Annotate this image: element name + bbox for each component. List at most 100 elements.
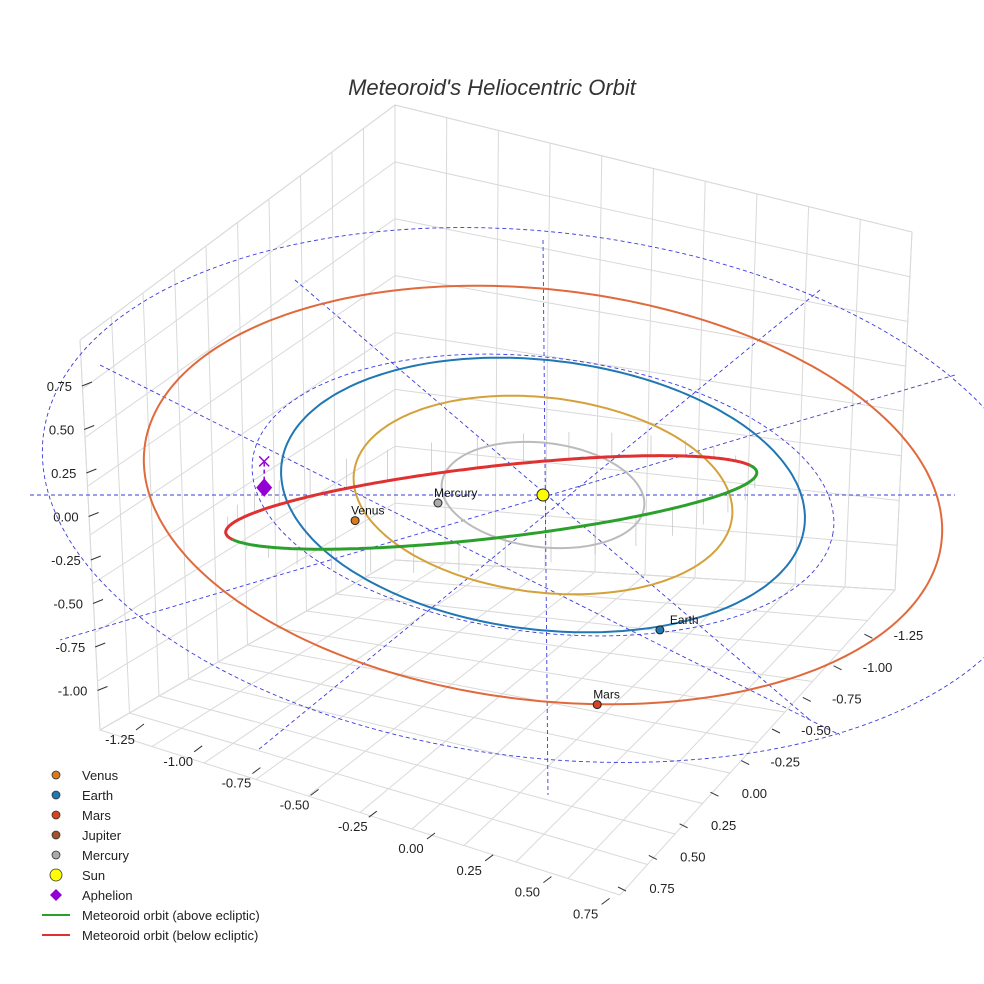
grid-line — [394, 218, 908, 322]
grid-line — [394, 332, 904, 412]
axis-grid — [79, 104, 913, 896]
meteoroid-orbit — [224, 454, 759, 551]
y-tick-mark — [802, 696, 812, 702]
aphelion-projection-marker — [258, 455, 270, 467]
x-tick-mark — [543, 876, 552, 883]
x-tick-label: -0.75 — [222, 776, 252, 791]
legend-label: Meteoroid orbit (below ecliptic) — [82, 928, 258, 943]
x-tick-label: -1.00 — [163, 754, 193, 769]
grid-line — [94, 445, 396, 633]
y-tick-label: 0.25 — [711, 818, 736, 833]
z-tick-mark — [97, 686, 108, 691]
x-tick-label: 0.50 — [515, 885, 540, 900]
y-tick-mark — [864, 633, 873, 639]
legend-item: Jupiter — [51, 828, 122, 843]
planet-label-mars: Mars — [593, 688, 620, 702]
z-tick-label: 0.25 — [51, 466, 76, 481]
legend-item: Meteoroid orbit (below ecliptic) — [42, 928, 258, 943]
meteoroid-orbit-below — [224, 454, 751, 541]
legend-label: Earth — [82, 788, 113, 803]
x-tick-mark — [135, 723, 145, 731]
x-tick-label: 0.75 — [573, 906, 598, 921]
x-tick-mark — [426, 832, 436, 840]
x-tick-label: 0.00 — [398, 841, 423, 856]
legend-diamond-swatch — [50, 889, 62, 901]
y-tick-mark — [679, 823, 688, 829]
grid-line — [394, 104, 913, 233]
z-tick-label: 0.50 — [49, 423, 74, 438]
orbit-mars — [142, 284, 944, 706]
z-tick-mark — [84, 425, 95, 430]
planet-markers: Venus Earth Mars Mercury — [350, 486, 699, 710]
reference-ellipse-inner — [251, 353, 835, 637]
grid-line — [567, 586, 846, 879]
x-tick-mark — [368, 810, 378, 818]
y-tick-label: -1.25 — [894, 628, 924, 643]
grid-line — [411, 577, 696, 830]
x-tick-mark — [484, 854, 494, 862]
z-tick-mark — [90, 555, 101, 561]
grid-line — [79, 104, 396, 341]
y-tick-label: 0.00 — [742, 786, 767, 801]
legend-circle-swatch — [51, 830, 61, 840]
legend-label: Sun — [82, 868, 105, 883]
z-tick-label: -0.75 — [56, 640, 86, 655]
grid-line — [515, 583, 796, 863]
planet-marker-sun — [536, 488, 550, 502]
grid-line — [619, 589, 896, 896]
planet-marker-earth — [655, 625, 665, 635]
x-tick-mark — [252, 767, 261, 774]
z-tick-label: -0.25 — [51, 553, 81, 568]
grid-line — [394, 445, 900, 501]
z-tick-mark — [88, 512, 99, 517]
grid-line — [306, 610, 813, 682]
y-tick-label: 0.75 — [649, 881, 674, 896]
x-tick-mark — [601, 898, 610, 905]
legend-label: Jupiter — [82, 828, 122, 843]
z-tick-mark — [92, 599, 104, 604]
orbit-venus — [352, 394, 734, 596]
legend-label: Meteoroid orbit (above ecliptic) — [82, 908, 260, 923]
legend-item: Mercury — [51, 848, 129, 863]
x-tick-label: -0.25 — [338, 819, 368, 834]
legend-circle-swatch — [49, 868, 63, 882]
legend-item: Venus — [51, 768, 119, 783]
legend-label: Mars — [82, 808, 111, 823]
y-tick-mark — [710, 791, 719, 797]
reference-line — [294, 279, 811, 721]
reference-ellipse-outer — [41, 227, 984, 763]
grid-line — [394, 275, 906, 367]
planet-label-venus: Venus — [351, 504, 384, 518]
orbit-earth — [280, 356, 806, 634]
grid-line — [463, 580, 746, 846]
y-tick-label: -0.25 — [770, 755, 800, 770]
grid-line — [359, 574, 646, 813]
reference-line — [99, 364, 841, 736]
y-tick-label: -1.00 — [863, 660, 893, 675]
y-tick-mark — [617, 886, 627, 892]
legend-circle-swatch — [51, 790, 61, 800]
legend-item: Mars — [51, 808, 111, 823]
legend: Venus Earth Mars Jupiter Mercury Sun Aphelion M… — [42, 768, 260, 943]
x-tick-mark — [310, 789, 319, 796]
z-tick-label: -0.50 — [53, 597, 83, 612]
legend-item: Meteoroid orbit (above ecliptic) — [42, 908, 260, 923]
orbit-drop-lines — [225, 431, 757, 573]
planet-label-mercury: Mercury — [434, 486, 477, 500]
grid-line — [82, 161, 396, 390]
legend-item: Sun — [49, 868, 105, 883]
planet-marker-mercury — [433, 498, 443, 508]
legend-label: Aphelion — [82, 888, 133, 903]
grid-line — [87, 275, 396, 487]
chart-title: Meteoroid's Heliocentric Orbit — [348, 75, 637, 100]
axis-ticks: 0.75 0.50 0.25 0.00 -0.25 -0.50 -0.75 -1.00 -1.2… — [47, 379, 924, 921]
z-tick-label: 0.00 — [53, 510, 78, 525]
reference-line — [59, 374, 956, 641]
legend-item: Aphelion — [50, 888, 133, 903]
y-tick-label: 0.50 — [680, 849, 705, 864]
legend-item: Earth — [51, 788, 113, 803]
z-tick-mark — [86, 468, 97, 474]
planet-marker-mars — [592, 700, 602, 710]
z-tick-mark — [81, 381, 93, 387]
